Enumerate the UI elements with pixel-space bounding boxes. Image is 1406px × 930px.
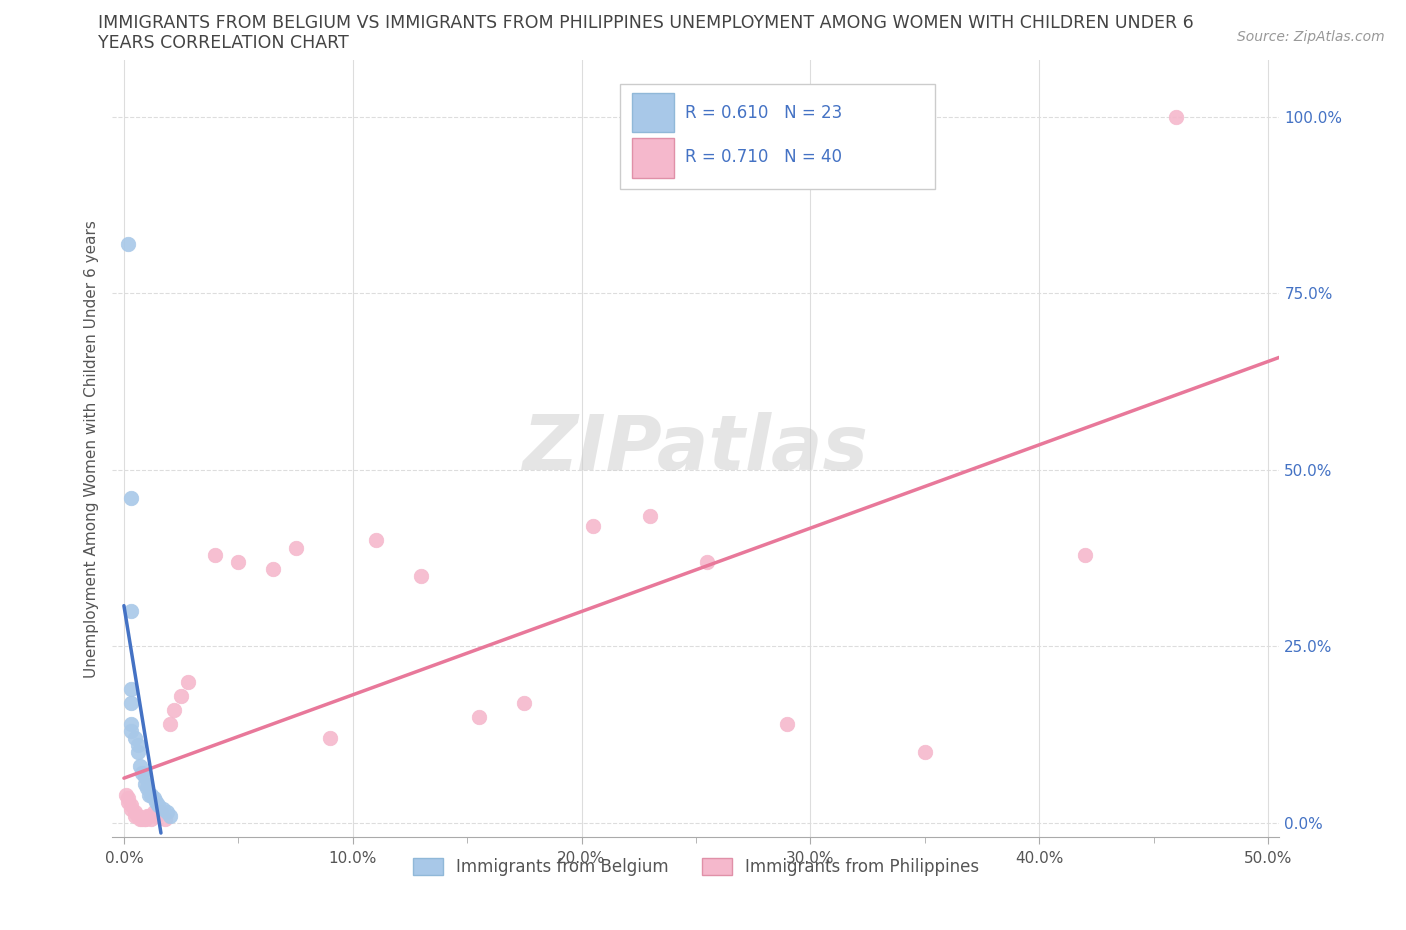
Point	[135, 780, 157, 795]
Point	[156, 804, 179, 819]
Point	[638, 509, 661, 524]
Point	[914, 745, 936, 760]
Point	[141, 812, 163, 827]
Point	[159, 808, 181, 823]
Point	[138, 808, 160, 823]
Point	[364, 533, 387, 548]
Point	[120, 682, 142, 697]
FancyBboxPatch shape	[620, 84, 935, 189]
Point	[262, 562, 284, 577]
FancyBboxPatch shape	[631, 93, 673, 132]
Point	[145, 808, 167, 823]
Legend: Immigrants from Belgium, Immigrants from Philippines: Immigrants from Belgium, Immigrants from…	[406, 852, 986, 883]
Point	[127, 737, 149, 752]
Point	[513, 696, 536, 711]
Point	[124, 808, 146, 823]
Point	[120, 798, 142, 813]
Point	[1074, 547, 1097, 562]
Point	[129, 759, 152, 774]
Point	[152, 802, 174, 817]
Point	[145, 794, 167, 809]
Point	[142, 790, 165, 805]
Point	[120, 717, 142, 732]
Point	[148, 798, 170, 813]
Point	[134, 769, 156, 784]
Point	[142, 804, 165, 819]
Point	[127, 745, 149, 760]
Point	[134, 812, 156, 827]
Point	[153, 812, 176, 827]
Point	[120, 802, 142, 817]
Point	[696, 554, 718, 569]
Text: R = 0.710   N = 40: R = 0.710 N = 40	[686, 148, 842, 166]
Point	[138, 787, 160, 802]
Point	[141, 787, 163, 802]
Point	[776, 717, 799, 732]
Point	[120, 724, 142, 738]
Point	[127, 808, 149, 823]
Point	[115, 787, 138, 802]
Y-axis label: Unemployment Among Women with Children Under 6 years: Unemployment Among Women with Children U…	[83, 219, 98, 678]
Text: R = 0.610   N = 23: R = 0.610 N = 23	[686, 104, 842, 122]
Text: Source: ZipAtlas.com: Source: ZipAtlas.com	[1237, 30, 1385, 44]
Point	[170, 688, 193, 703]
Point	[582, 519, 605, 534]
Text: IMMIGRANTS FROM BELGIUM VS IMMIGRANTS FROM PHILIPPINES UNEMPLOYMENT AMONG WOMEN : IMMIGRANTS FROM BELGIUM VS IMMIGRANTS FR…	[98, 14, 1194, 32]
Point	[134, 777, 156, 791]
Point	[319, 731, 342, 746]
Point	[117, 236, 139, 251]
Point	[124, 804, 146, 819]
Point	[1166, 110, 1188, 125]
Point	[117, 790, 139, 805]
Point	[159, 717, 181, 732]
Point	[177, 674, 200, 689]
Point	[117, 794, 139, 809]
Point	[124, 731, 146, 746]
Point	[467, 710, 489, 724]
Point	[228, 554, 250, 569]
Point	[135, 808, 157, 823]
Point	[120, 604, 142, 618]
Point	[120, 491, 142, 506]
Point	[129, 812, 152, 827]
Point	[284, 540, 307, 555]
Point	[120, 696, 142, 711]
Text: ZIPatlas: ZIPatlas	[523, 412, 869, 485]
Point	[204, 547, 226, 562]
Point	[149, 804, 172, 819]
FancyBboxPatch shape	[631, 138, 673, 178]
Point	[131, 812, 153, 827]
Point	[148, 804, 170, 819]
Text: YEARS CORRELATION CHART: YEARS CORRELATION CHART	[98, 34, 349, 52]
Point	[134, 812, 156, 827]
Point	[131, 766, 153, 781]
Point	[163, 702, 186, 717]
Point	[411, 568, 433, 583]
